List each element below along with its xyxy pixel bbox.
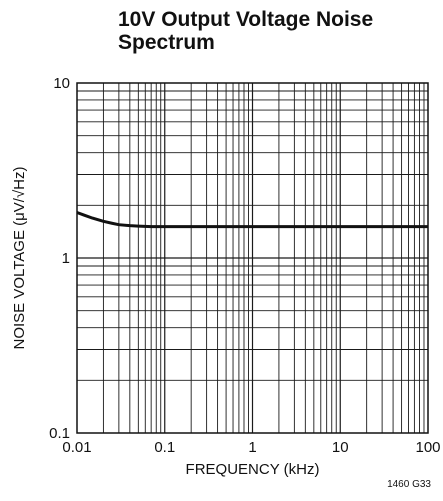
noise-curve bbox=[76, 211, 428, 229]
x-tick-label: 10 bbox=[332, 439, 349, 456]
chart-title: 10V Output Voltage Noise Spectrum bbox=[118, 8, 418, 54]
grid bbox=[77, 83, 428, 433]
y-tick-labels: 10 1 0.1 bbox=[49, 75, 70, 442]
y-axis-label: NOISE VOLTAGE (μV/√Hz) bbox=[11, 166, 28, 349]
y-tick-label: 0.1 bbox=[49, 425, 70, 442]
x-tick-label: 0.01 bbox=[62, 439, 91, 456]
chart-title-line-2: Spectrum bbox=[118, 31, 215, 54]
x-tick-label: 100 bbox=[415, 439, 440, 456]
series-layer bbox=[76, 211, 428, 229]
x-tick-label: 1 bbox=[248, 439, 256, 456]
y-tick-label: 1 bbox=[62, 250, 70, 267]
plot-frame bbox=[76, 82, 429, 434]
x-tick-labels: 0.01 0.1 1 10 100 bbox=[62, 439, 440, 456]
x-tick-label: 0.1 bbox=[154, 439, 175, 456]
y-tick-label: 10 bbox=[53, 75, 70, 92]
figure-code: 1460 G33 bbox=[387, 479, 431, 490]
x-axis-label: FREQUENCY (kHz) bbox=[186, 461, 320, 478]
chart-title-line-1: 10V Output Voltage Noise bbox=[118, 8, 374, 31]
